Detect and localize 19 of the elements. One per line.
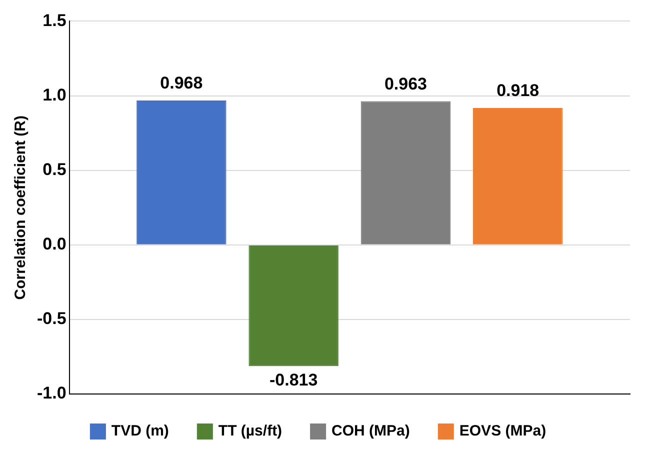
data-label: 0.963 xyxy=(384,74,427,94)
y-tick-label: 0.0 xyxy=(42,234,66,254)
data-label: -0.813 xyxy=(269,370,318,390)
y-tick-label: -0.5 xyxy=(36,309,66,328)
y-tick-label: 1.0 xyxy=(42,85,66,104)
bar xyxy=(473,108,563,244)
y-axis-title: Correlation coefficient (R) xyxy=(12,116,30,300)
y-tick-label: 1.5 xyxy=(42,10,66,30)
bar xyxy=(248,245,338,366)
y-tick-label: -1.0 xyxy=(36,384,66,403)
legend-label: COH (MPa) xyxy=(332,422,410,440)
y-tick-label: 0.5 xyxy=(42,160,66,180)
bar xyxy=(360,101,451,244)
bar xyxy=(136,100,226,244)
data-label: 0.968 xyxy=(160,74,203,93)
legend-label: EOVS (MPa) xyxy=(459,422,546,440)
legend-label: TT (µs/ft) xyxy=(218,422,282,440)
data-label: 0.918 xyxy=(496,81,540,100)
legend-label: TVD (m) xyxy=(111,422,169,440)
